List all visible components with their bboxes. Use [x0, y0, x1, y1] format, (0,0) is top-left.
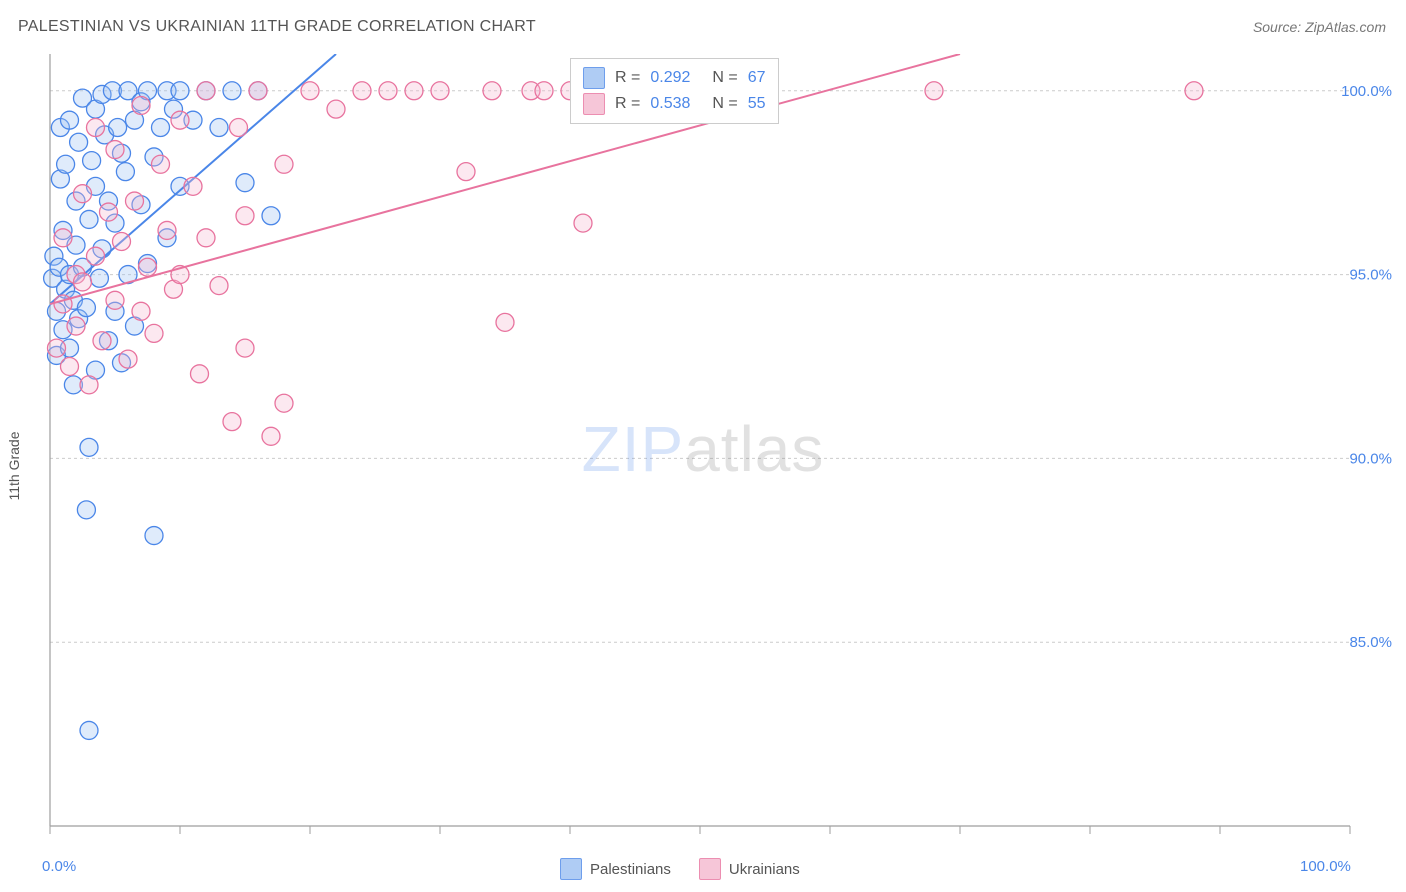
- svg-text:85.0%: 85.0%: [1349, 634, 1392, 651]
- legend-n-value: 55: [748, 95, 766, 113]
- chart-container: 11th Grade ZIPatlas 85.0%90.0%95.0%100.0…: [0, 46, 1406, 886]
- series-legend-item: Palestinians: [560, 858, 671, 880]
- source-attribution: Source: ZipAtlas.com: [1253, 19, 1386, 35]
- legend-row: R = 0.292 N = 67: [583, 65, 766, 91]
- legend-n-label: N =: [712, 69, 737, 87]
- svg-text:90.0%: 90.0%: [1349, 450, 1392, 467]
- legend-r-value: 0.292: [650, 69, 690, 87]
- legend-r-value: 0.538: [650, 95, 690, 113]
- legend-n-value: 67: [748, 69, 766, 87]
- y-axis-label: 11th Grade: [6, 431, 22, 500]
- svg-text:100.0%: 100.0%: [1341, 83, 1392, 100]
- legend-swatch: [583, 93, 605, 115]
- scatter-plot: 85.0% 90.0% 95.0% 100.0%: [0, 46, 1406, 886]
- chart-title: PALESTINIAN VS UKRAINIAN 11TH GRADE CORR…: [18, 18, 536, 36]
- legend-r-label: R =: [615, 69, 640, 87]
- x-axis-min-label: 0.0%: [42, 858, 76, 875]
- x-axis-max-label: 100.0%: [1300, 858, 1351, 875]
- legend-r-label: R =: [615, 95, 640, 113]
- legend-swatch: [560, 858, 582, 880]
- series-legend: Palestinians Ukrainians: [560, 858, 800, 880]
- svg-text:95.0%: 95.0%: [1349, 267, 1392, 284]
- correlation-legend: R = 0.292 N = 67 R = 0.538 N = 55: [570, 58, 779, 124]
- legend-swatch: [699, 858, 721, 880]
- legend-n-label: N =: [712, 95, 737, 113]
- legend-row: R = 0.538 N = 55: [583, 91, 766, 117]
- legend-swatch: [583, 67, 605, 89]
- series-name: Ukrainians: [729, 861, 800, 878]
- series-legend-item: Ukrainians: [699, 858, 800, 880]
- series-name: Palestinians: [590, 861, 671, 878]
